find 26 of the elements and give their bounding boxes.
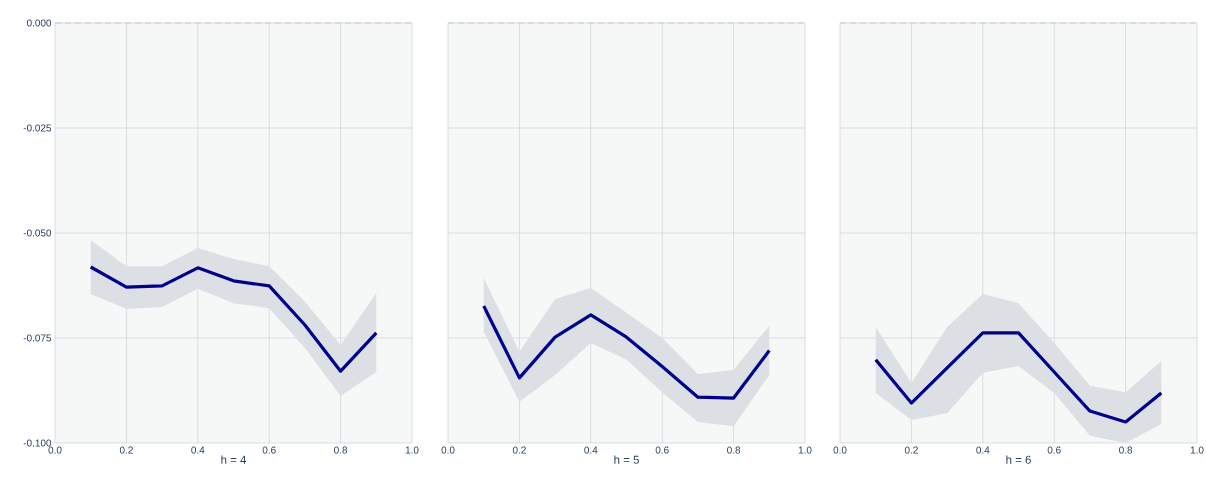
x-tick-label: 0.0	[833, 446, 847, 454]
x-tick-label: 0.4	[976, 446, 990, 454]
x-tick-label: 0.4	[584, 446, 598, 454]
y-tick-label: -0.075	[23, 334, 52, 342]
x-axis-title: h = 5	[614, 455, 639, 464]
x-axis-title: h = 6	[1006, 455, 1031, 464]
x-tick-label: 0.6	[1047, 446, 1061, 454]
x-tick-label: 1.0	[1190, 446, 1204, 454]
y-tick-label: -0.050	[23, 229, 52, 237]
x-tick-label: 1.0	[798, 446, 812, 454]
y-tick-label: 0.000	[26, 19, 52, 27]
x-tick-label: 0.4	[191, 446, 205, 454]
x-tick-label: 0.8	[727, 446, 741, 454]
x-tick-label: 0.2	[512, 446, 526, 454]
x-tick-label: 0.0	[48, 446, 62, 454]
x-tick-label: 1.0	[405, 446, 419, 454]
x-tick-label: 0.8	[334, 446, 348, 454]
x-axis-title: h = 4	[221, 455, 247, 464]
x-tick-label: 0.6	[262, 446, 276, 454]
x-tick-label: 0.2	[119, 446, 133, 454]
y-tick-label: -0.100	[23, 439, 52, 447]
x-tick-label: 0.0	[441, 446, 455, 454]
y-tick-label: -0.025	[23, 124, 52, 132]
x-tick-label: 0.2	[904, 446, 918, 454]
x-tick-label: 0.6	[655, 446, 669, 454]
x-tick-label: 0.8	[1119, 446, 1133, 454]
